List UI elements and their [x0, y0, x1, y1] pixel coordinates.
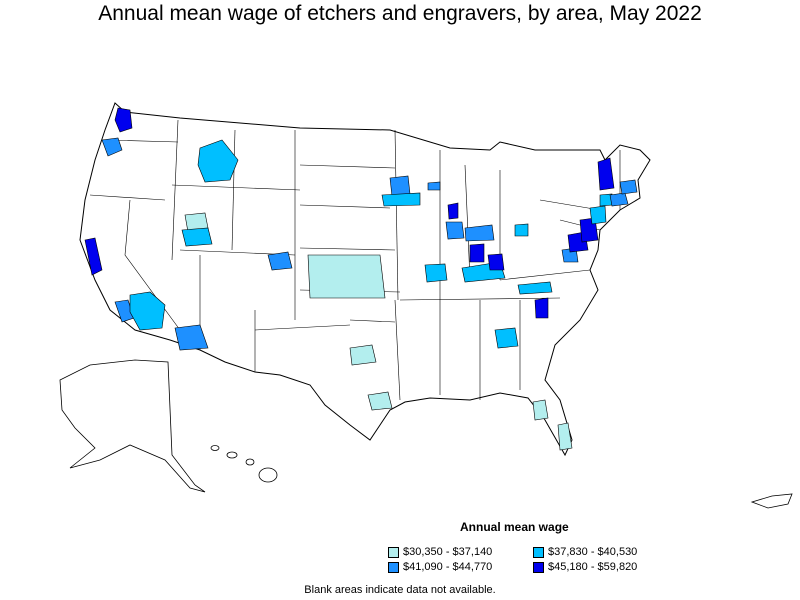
area-pennsylvania-west: [514, 223, 529, 237]
area-southern-nevada: [129, 291, 166, 331]
legend-title: Annual mean wage: [460, 520, 569, 534]
area-western-montana: [197, 139, 239, 183]
wage-areas: [84, 107, 638, 451]
area-boston: [619, 179, 638, 195]
legend-item-range-4: $45,180 - $59,820: [533, 561, 637, 573]
area-phoenix: [174, 324, 209, 351]
area-ohio: [487, 253, 505, 271]
area-new-jersey: [589, 205, 607, 225]
area-atlanta: [494, 327, 519, 349]
area-houston: [367, 391, 393, 411]
legend-item-range-3: $41,090 - $44,770: [388, 561, 492, 573]
legend-label-4: $45,180 - $59,820: [548, 561, 638, 573]
legend-swatch-4: [533, 561, 544, 573]
area-denver: [267, 251, 293, 271]
legend-swatch-3: [388, 561, 399, 573]
map-title: Annual mean wage of etchers and engraver…: [98, 2, 702, 25]
hawaii-islands: [210, 445, 278, 483]
area-michigan: [464, 224, 495, 242]
area-tennessee: [517, 281, 553, 295]
alaska-outline: [59, 359, 206, 493]
legend-label-2: $37,830 - $40,530: [548, 546, 638, 558]
area-iowa: [381, 192, 421, 207]
area-chicago: [447, 202, 459, 220]
area-western-oregon: [101, 137, 123, 157]
area-vermont: [597, 157, 615, 191]
area-missouri: [424, 263, 448, 283]
area-illinois: [445, 221, 465, 240]
area-charlotte: [534, 297, 549, 319]
legend-label-1: $30,350 - $37,140: [403, 546, 493, 558]
area-florida-north: [532, 399, 549, 421]
area-western-washington: [114, 107, 133, 133]
legend-swatch-1: [388, 546, 399, 558]
area-south-florida: [557, 422, 573, 451]
area-kansas: [307, 254, 386, 299]
legend-label-3: $41,090 - $44,770: [403, 561, 493, 573]
puerto-rico-outline: [750, 493, 793, 509]
footnote: Blank areas indicate data not available.: [304, 584, 496, 596]
area-salt-lake: [181, 227, 213, 247]
area-oklahoma-city: [349, 344, 377, 366]
area-bay-area: [84, 237, 103, 276]
legend-item-range-1: $30,350 - $37,140: [388, 546, 492, 558]
legend-swatch-2: [533, 546, 544, 558]
area-connecticut: [609, 192, 629, 207]
area-indiana: [469, 243, 485, 263]
area-wisconsin: [427, 181, 441, 191]
area-minneapolis: [389, 175, 411, 197]
legend-item-range-2: $37,830 - $40,530: [533, 546, 637, 558]
